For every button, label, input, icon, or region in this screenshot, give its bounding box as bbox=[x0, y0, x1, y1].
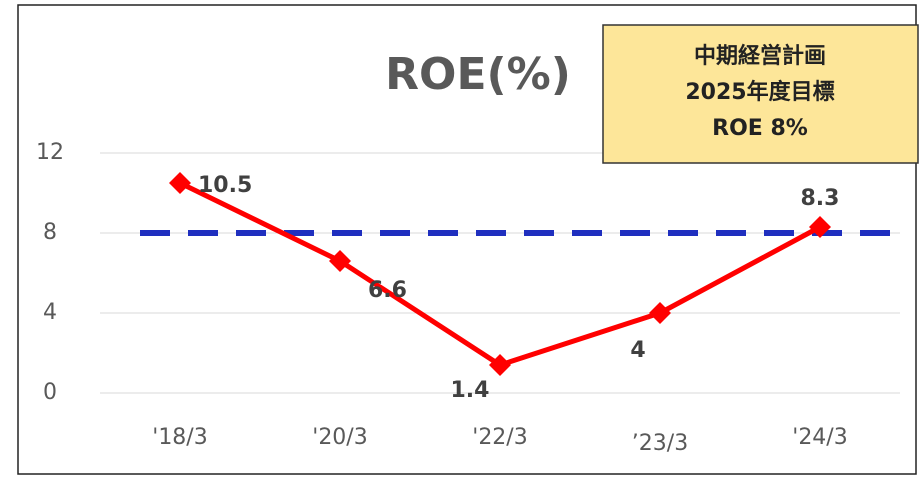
y-tick-label: 4 bbox=[43, 300, 57, 325]
data-label: 4 bbox=[630, 338, 645, 363]
annotation-text: 2025年度目標 bbox=[685, 79, 834, 105]
annotation-text: ROE 8% bbox=[712, 116, 808, 141]
y-tick-label: 12 bbox=[36, 140, 64, 165]
marker bbox=[809, 216, 831, 238]
marker bbox=[489, 354, 511, 376]
data-label: 8.3 bbox=[801, 186, 840, 211]
marker bbox=[649, 302, 671, 324]
y-tick-label: 8 bbox=[43, 220, 57, 245]
marker bbox=[169, 172, 191, 194]
marker bbox=[329, 250, 351, 272]
annotation-box bbox=[602, 24, 919, 164]
x-tick-label: '18/3 bbox=[152, 425, 207, 450]
data-label: 6.6 bbox=[368, 278, 407, 303]
data-label: 1.4 bbox=[451, 378, 490, 403]
chart-title: ROE(%) bbox=[385, 49, 571, 100]
annotation-text: 中期経営計画 bbox=[694, 43, 826, 69]
x-tick-label: '20/3 bbox=[312, 425, 367, 450]
data-label: 10.5 bbox=[198, 173, 252, 198]
x-tick-label: '22/3 bbox=[472, 425, 527, 450]
y-tick-label: 0 bbox=[43, 380, 57, 405]
x-tick-label: ’23/3 bbox=[632, 431, 688, 456]
x-tick-label: '24/3 bbox=[792, 425, 847, 450]
